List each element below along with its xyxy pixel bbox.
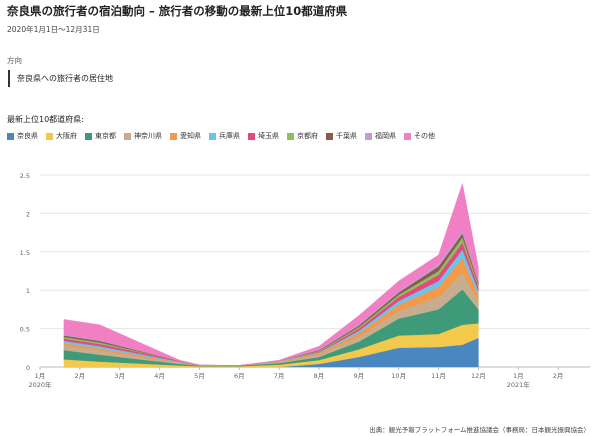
legend-swatch bbox=[326, 132, 333, 140]
x-tick-label: 3月 bbox=[114, 372, 125, 380]
legend-item[interactable]: 愛知県 bbox=[170, 131, 201, 141]
legend-swatch bbox=[85, 132, 92, 140]
legend-item[interactable]: 兵庫県 bbox=[209, 131, 240, 141]
x-tick-label: 1月 bbox=[513, 372, 524, 380]
legend-swatch bbox=[248, 132, 255, 140]
area-layer bbox=[63, 182, 479, 368]
y-tick-label: 0.5 bbox=[20, 326, 30, 334]
legend-heading: 最新上位10都道府県: bbox=[7, 115, 84, 124]
legend-item[interactable]: 福岡県 bbox=[365, 131, 396, 141]
x-tick-label: 2月 bbox=[553, 372, 564, 380]
year-label: 2021年 bbox=[507, 380, 531, 389]
legend-item[interactable]: 埼玉県 bbox=[248, 131, 279, 141]
direction-label: 方向 bbox=[7, 56, 22, 65]
x-tick-label: 8月 bbox=[314, 372, 325, 380]
page-title: 奈良県の旅行者の宿泊動向 – 旅行者の移動の最新上位10都道府県 bbox=[7, 4, 348, 18]
x-tick-label: 11月 bbox=[431, 372, 446, 380]
legend-label: 京都府 bbox=[297, 132, 318, 140]
x-tick-label: 5月 bbox=[194, 372, 205, 380]
legend-label: 福岡県 bbox=[375, 132, 396, 140]
y-tick-label: 2 bbox=[26, 210, 30, 218]
x-tick-label: 1月 bbox=[35, 372, 46, 380]
legend-item[interactable]: 京都府 bbox=[287, 131, 318, 141]
legend-label: 奈良県 bbox=[17, 132, 38, 140]
x-tick-label: 7月 bbox=[274, 372, 285, 380]
legend-label: 神奈川県 bbox=[134, 132, 162, 140]
source-note: 出典：観光予報プラットフォーム推進協議会（事務局：日本観光振興協会） bbox=[369, 426, 590, 434]
legend-swatch bbox=[124, 132, 131, 140]
legend-swatch bbox=[209, 132, 216, 140]
legend-swatch bbox=[170, 132, 177, 140]
legend-item[interactable]: 奈良県 bbox=[7, 131, 38, 141]
direction-selector[interactable]: 奈良県への旅行者の居住地 bbox=[8, 70, 113, 87]
legend-item[interactable]: 大阪府 bbox=[46, 131, 77, 141]
chart-legend: 奈良県 大阪府 東京都 神奈川県 愛知県 兵庫県 埼玉県 京都府 千葉県 福岡県 その他 bbox=[7, 131, 443, 141]
legend-item[interactable]: 千葉県 bbox=[326, 131, 357, 141]
legend-label: 東京都 bbox=[95, 132, 116, 140]
legend-item[interactable]: その他 bbox=[404, 131, 435, 141]
legend-label: 千葉県 bbox=[336, 132, 357, 140]
x-tick-label: 2月 bbox=[75, 372, 86, 380]
legend-swatch bbox=[7, 132, 14, 140]
legend-label: 愛知県 bbox=[180, 132, 201, 140]
area-series-10[interactable] bbox=[63, 182, 479, 366]
legend-item[interactable]: 東京都 bbox=[85, 131, 116, 141]
legend-label: その他 bbox=[414, 132, 435, 140]
grid-layer bbox=[40, 174, 590, 368]
axis-layer: 0 0.5 1 1.5 2 2.5 1月 2月 3月 4月 5月 6月 7月 8月 9月 10月 11月 12月 1… bbox=[20, 172, 564, 389]
year-label: 2020年 bbox=[28, 380, 52, 389]
legend-label: 埼玉県 bbox=[258, 132, 279, 140]
y-tick-label: 2.5 bbox=[20, 172, 30, 180]
y-tick-label: 1.5 bbox=[20, 249, 30, 257]
legend-swatch bbox=[365, 132, 372, 140]
y-tick-label: 0 bbox=[26, 364, 30, 372]
legend-label: 大阪府 bbox=[56, 132, 77, 140]
x-tick-label: 6月 bbox=[234, 372, 245, 380]
x-tick-label: 9月 bbox=[354, 372, 365, 380]
legend-item[interactable]: 神奈川県 bbox=[124, 131, 162, 141]
legend-swatch bbox=[404, 132, 411, 140]
legend-swatch bbox=[287, 132, 294, 140]
date-range: 2020年1月1日〜12月31日 bbox=[7, 25, 100, 34]
stacked-area-chart: 0 0.5 1 1.5 2 2.5 1月 2月 3月 4月 5月 6月 7月 8月 9月 10月 11月 12月 1… bbox=[20, 172, 590, 389]
x-tick-label: 10月 bbox=[391, 372, 406, 380]
legend-label: 兵庫県 bbox=[219, 132, 240, 140]
x-tick-label: 4月 bbox=[154, 372, 165, 380]
legend-swatch bbox=[46, 132, 53, 140]
x-tick-label: 12月 bbox=[471, 372, 486, 380]
y-tick-label: 1 bbox=[26, 287, 30, 295]
